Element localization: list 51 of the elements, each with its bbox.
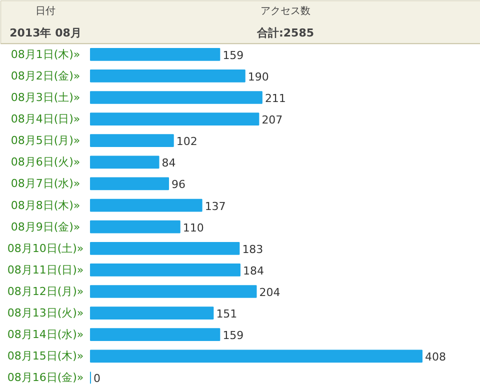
bar <box>90 70 246 82</box>
y-tick-label: 08月10日(土)» <box>7 242 84 255</box>
y-axis-title: 日付 <box>36 6 56 17</box>
y-tick-label: 08月11日(日)» <box>7 263 84 276</box>
y-tick-label: 08月16日(金)» <box>7 371 84 384</box>
data-label: 151 <box>216 308 238 321</box>
bar <box>90 264 240 276</box>
y-tick-label: 08月5日(月)» <box>10 134 80 148</box>
data-label: 96 <box>172 178 186 192</box>
y-tick-label: 08月3日(土)» <box>10 91 80 104</box>
y-tick-label: 08月7日(水)» <box>10 177 80 190</box>
bar <box>90 242 240 255</box>
y-tick-label: 08月6日(火)» <box>10 156 80 169</box>
data-label: 184 <box>243 264 264 278</box>
data-label: 102 <box>176 135 198 148</box>
y-tick-label: 08月13日(火)» <box>7 306 84 320</box>
bar <box>90 285 257 298</box>
data-label: 159 <box>222 329 244 342</box>
bar <box>90 350 422 363</box>
bar <box>90 156 160 169</box>
data-label: 190 <box>248 70 269 84</box>
x-axis-title: アクセス数 <box>260 6 310 17</box>
y-tick-label: 08月8日(木)» <box>10 198 80 212</box>
bar <box>90 198 202 212</box>
bar <box>90 328 220 342</box>
bar <box>90 48 220 61</box>
bar <box>90 177 169 190</box>
y-tick-label: 08月12日(月)» <box>7 285 84 298</box>
y-tick-label: 08月14日(水)» <box>7 328 84 342</box>
y-tick-label: 08月4日(日)» <box>10 112 80 126</box>
data-label: 159 <box>222 48 244 62</box>
y-tick-label: 08月9日(金)» <box>10 220 80 234</box>
text: 合計:2585 <box>256 26 314 40</box>
y-tick-label: 08月1日(木)» <box>10 48 80 61</box>
data-label: 110 <box>182 221 204 234</box>
bar <box>90 112 260 126</box>
data-label: 183 <box>242 242 264 256</box>
text: 2013年 08月 <box>10 26 82 40</box>
data-label: 137 <box>204 200 226 213</box>
data-label: 0 <box>94 372 100 386</box>
bar <box>90 220 180 234</box>
bar <box>90 91 262 104</box>
data-label: 408 <box>425 350 446 364</box>
data-label: 211 <box>264 92 286 105</box>
bar <box>90 306 214 320</box>
data-label: 204 <box>259 286 280 299</box>
y-tick-label: 08月2日(金)» <box>10 69 80 82</box>
y-tick-label: 08月15日(木)» <box>7 350 84 363</box>
data-label: 207 <box>262 114 283 127</box>
bar <box>90 134 174 148</box>
data-label: 84 <box>162 156 176 170</box>
